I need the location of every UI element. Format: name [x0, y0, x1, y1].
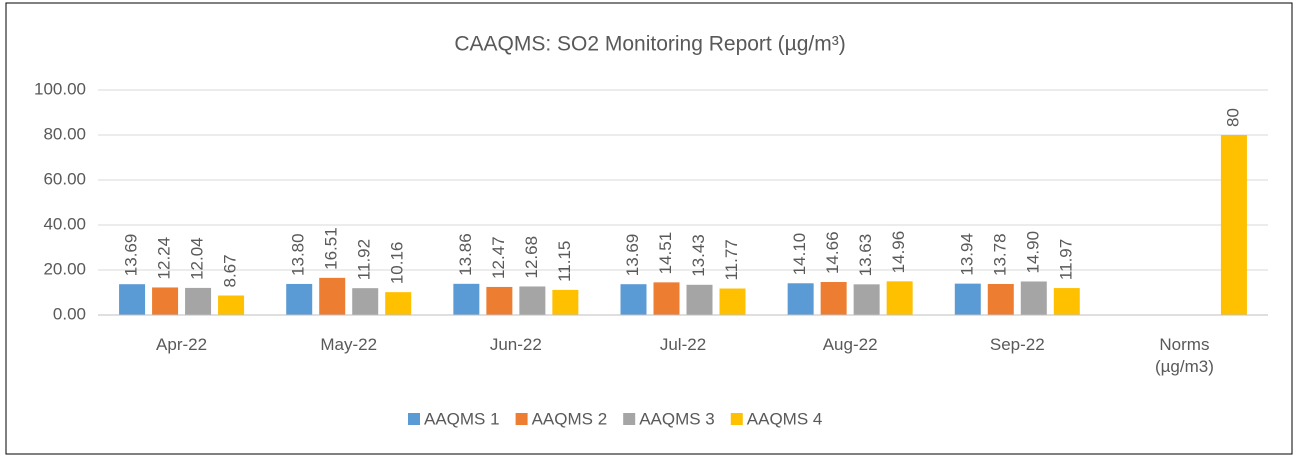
- value-label: 14.66: [823, 231, 842, 274]
- value-label: 11.97: [1056, 239, 1075, 280]
- value-label: 13.86: [456, 233, 475, 276]
- legend-label: AAQMS 2: [532, 409, 608, 428]
- bar: [552, 289, 579, 315]
- bar: [218, 295, 245, 315]
- value-label: 12.04: [188, 237, 207, 280]
- value-label: 13.80: [289, 233, 308, 276]
- value-label: 13.69: [623, 234, 642, 277]
- chart-frame: [5, 2, 1293, 455]
- bar: [286, 283, 313, 315]
- bar: [185, 287, 212, 315]
- x-tick-label: May-22: [320, 335, 378, 354]
- bar: [519, 286, 546, 315]
- value-label: 14.10: [790, 233, 809, 276]
- value-label: 80: [1223, 108, 1242, 127]
- bar: [853, 284, 880, 315]
- x-tick-label: Sep-22: [989, 335, 1045, 354]
- legend-swatch: [623, 413, 636, 425]
- value-label: 11.77: [722, 239, 741, 280]
- value-label: 13.63: [856, 234, 875, 277]
- bar: [319, 277, 346, 315]
- value-label: 14.90: [1023, 231, 1042, 274]
- y-tick-label: 80.00: [43, 124, 86, 143]
- bar: [686, 284, 713, 315]
- value-label: 16.51: [322, 227, 341, 270]
- x-tick-label: Jun-22: [489, 335, 542, 354]
- x-tick-label: Aug-22: [822, 335, 878, 354]
- bar: [1053, 288, 1080, 315]
- chart-title: CAAQMS: SO2 Monitoring Report (µg/m³): [454, 33, 845, 56]
- bar: [620, 284, 647, 315]
- bar: [352, 288, 379, 315]
- value-label: 13.43: [689, 234, 708, 277]
- value-label: 11.15: [555, 241, 574, 282]
- bar: [787, 283, 814, 315]
- value-label: 14.51: [656, 232, 675, 275]
- x-tick-label: Norms (µg/m3): [1154, 335, 1214, 376]
- value-label: 12.47: [489, 236, 508, 279]
- bar: [954, 283, 981, 315]
- bar: [152, 287, 179, 315]
- bar: [1020, 281, 1047, 315]
- bar: [820, 282, 847, 315]
- bar: [987, 283, 1014, 315]
- legend-label: AAQMS 4: [747, 409, 823, 428]
- value-label: 14.96: [889, 231, 908, 274]
- bar: [719, 288, 746, 315]
- value-label: 12.24: [155, 237, 174, 280]
- bar: [119, 284, 146, 315]
- bar: [486, 286, 513, 315]
- x-tick-label: Apr-22: [156, 335, 208, 354]
- bar: [385, 292, 412, 315]
- y-tick-label: 0.00: [53, 304, 86, 323]
- legend-swatch: [730, 413, 743, 425]
- y-tick-label: 100.00: [34, 79, 86, 98]
- bar: [886, 281, 913, 315]
- y-tick-label: 40.00: [43, 214, 86, 233]
- value-label: 13.78: [990, 233, 1009, 276]
- x-tick-label: Jul-22: [659, 335, 707, 354]
- value-label: 13.94: [957, 233, 976, 276]
- value-label: 13.69: [122, 234, 141, 277]
- legend-label: AAQMS 1: [424, 409, 500, 428]
- value-label: 8.67: [221, 254, 240, 287]
- legend-swatch: [515, 413, 528, 425]
- value-label: 12.68: [522, 236, 541, 279]
- legend-label: AAQMS 3: [639, 409, 715, 428]
- value-label: 11.92: [355, 239, 374, 280]
- y-tick-label: 20.00: [43, 259, 86, 278]
- bar: [453, 283, 480, 315]
- y-tick-label: 60.00: [43, 169, 86, 188]
- bar: [653, 282, 680, 315]
- value-label: 10.16: [388, 242, 407, 285]
- legend-swatch: [408, 413, 420, 425]
- bar: [1220, 135, 1247, 315]
